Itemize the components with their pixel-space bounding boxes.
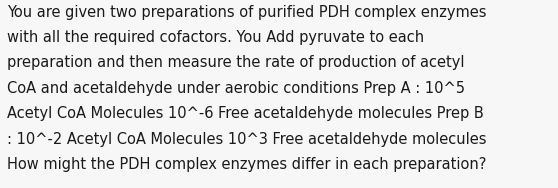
Text: How might the PDH complex enzymes differ in each preparation?: How might the PDH complex enzymes differ… bbox=[7, 157, 487, 172]
Text: CoA and acetaldehyde under aerobic conditions Prep A : 10^5: CoA and acetaldehyde under aerobic condi… bbox=[7, 81, 465, 96]
Text: preparation and then measure the rate of production of acetyl: preparation and then measure the rate of… bbox=[7, 55, 465, 70]
Text: You are given two preparations of purified PDH complex enzymes: You are given two preparations of purifi… bbox=[7, 5, 487, 20]
Text: with all the required cofactors. You Add pyruvate to each: with all the required cofactors. You Add… bbox=[7, 30, 425, 45]
Text: Acetyl CoA Molecules 10^-6 Free acetaldehyde molecules Prep B: Acetyl CoA Molecules 10^-6 Free acetalde… bbox=[7, 106, 484, 121]
Text: : 10^-2 Acetyl CoA Molecules 10^3 Free acetaldehyde molecules: : 10^-2 Acetyl CoA Molecules 10^3 Free a… bbox=[7, 132, 487, 147]
